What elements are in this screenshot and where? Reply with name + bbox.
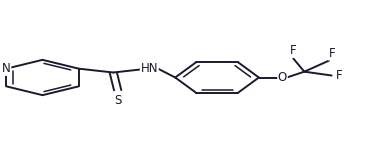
Text: O: O (278, 71, 287, 84)
Text: F: F (328, 47, 335, 60)
Text: F: F (336, 69, 343, 82)
Text: S: S (114, 94, 121, 106)
Text: F: F (290, 44, 297, 57)
Text: HN: HN (141, 62, 158, 75)
Text: N: N (2, 62, 11, 75)
